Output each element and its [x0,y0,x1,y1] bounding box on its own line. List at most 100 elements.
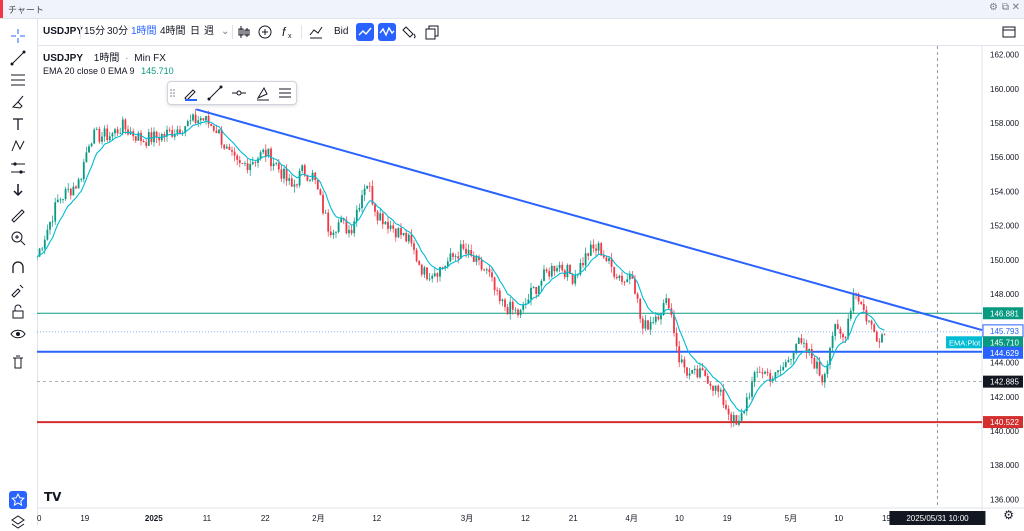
time-tick-label: 10 [37,514,42,523]
line-chart-icon[interactable] [356,23,374,41]
candle-body [725,404,727,409]
close-icon[interactable]: ✕ [1011,2,1020,13]
ema-line[interactable] [37,120,885,412]
arrow-down-icon[interactable] [9,181,27,199]
candle-body [673,314,675,334]
candle-body [589,244,592,256]
candle-body [348,229,350,234]
candle-body [345,220,348,234]
candle-body [423,267,426,275]
trendline-icon[interactable] [9,49,27,67]
fill-tool-icon[interactable] [401,23,419,41]
trash-icon[interactable] [9,353,27,371]
candle-body [787,360,790,363]
candle-body [77,179,80,189]
chevron-down-icon[interactable]: ⌄ [221,26,230,37]
interval-30m[interactable]: 30分 [107,26,129,37]
interval-1h[interactable]: 1時間 [131,26,157,37]
candle-body [202,118,205,121]
price-tick-label: 136.000 [990,495,1019,504]
ruler-icon[interactable] [9,207,27,225]
candle-body [745,397,748,412]
candle-body [556,268,558,272]
interval-day[interactable]: 日 [190,26,200,37]
zoom-in-icon[interactable] [9,229,27,247]
trendline[interactable] [195,108,983,332]
candle-body [878,341,881,343]
line-style-icon[interactable] [206,84,224,102]
candle-body [498,290,501,302]
magnet-icon[interactable] [9,259,27,277]
candle-body [384,221,387,225]
line-color-icon[interactable] [182,84,200,102]
candle-body [319,189,322,195]
candle-body [569,264,571,275]
candle-body [355,209,358,222]
candle-body [667,298,670,309]
templates-icon[interactable] [307,23,325,41]
candle-body [800,338,803,344]
fullscreen-icon[interactable] [1000,23,1018,41]
candle-body [137,132,140,141]
candle-body [470,250,473,257]
fib-retracement-icon[interactable] [9,71,27,89]
line-width-icon[interactable] [230,84,248,102]
time-tick-label: 12 [521,514,530,523]
candle-body [649,322,652,330]
legend-symbol[interactable]: USDJPY [43,53,84,64]
candle-body [72,186,75,196]
text-icon[interactable] [9,115,27,133]
candle-body [582,262,584,266]
candle-body [496,290,499,292]
candle-body [826,364,829,374]
chart-settings-icon[interactable]: ⚙ [1003,508,1014,522]
candle-body [147,132,150,146]
candle-body [623,281,626,283]
candle-body [631,274,634,279]
interval-week[interactable]: 週 [204,26,214,37]
pattern-icon[interactable] [9,137,27,155]
candle-body [480,260,483,270]
candle-body [766,371,769,373]
candle-body [709,383,712,386]
price-type-button[interactable]: Bid [334,26,349,37]
candles-icon[interactable] [235,23,253,41]
candle-body [790,359,792,361]
candle-body [59,199,62,201]
settings-icon[interactable]: ⚙ [989,2,998,13]
candle-body [478,256,480,261]
brush-icon[interactable] [9,93,27,111]
interval-4h[interactable]: 4時間 [160,26,186,37]
candle-body [574,275,577,284]
legend-indicator[interactable]: EMA 20 close 0 EMA 9 [43,66,135,76]
favorites-star-icon[interactable] [9,491,27,509]
price-axis[interactable] [982,46,1024,525]
layers-icon[interactable] [9,513,27,531]
drawing-settings-icon[interactable] [254,84,272,102]
interval-15m[interactable]: 15分 [84,26,106,37]
crosshair-icon[interactable] [9,27,27,45]
eye-icon[interactable] [9,325,27,343]
candle-body [374,204,376,212]
drag-handle-icon[interactable] [169,84,177,102]
stay-in-drawing-icon[interactable] [9,281,27,299]
wave-icon[interactable] [378,23,396,41]
candle-body [803,343,805,344]
prediction-icon[interactable] [9,159,27,177]
copy-icon[interactable] [423,23,441,41]
candle-body [654,316,657,322]
add-compare-icon[interactable] [256,23,274,41]
candle-body [452,253,454,257]
price-chart[interactable]: 162.000 160.000 158.000 156.000 154.000 152.0… [37,46,1024,525]
symbol-search-button[interactable]: USDJPY [43,26,84,37]
lock-icon[interactable] [9,303,27,321]
candle-body [142,140,145,143]
price-tick-label: 150.000 [990,256,1019,265]
candle-body [332,232,335,236]
candle-body [433,273,436,276]
restore-icon[interactable]: ⧉ [1001,2,1009,13]
more-options-icon[interactable] [276,84,294,102]
candle-body [207,115,210,124]
